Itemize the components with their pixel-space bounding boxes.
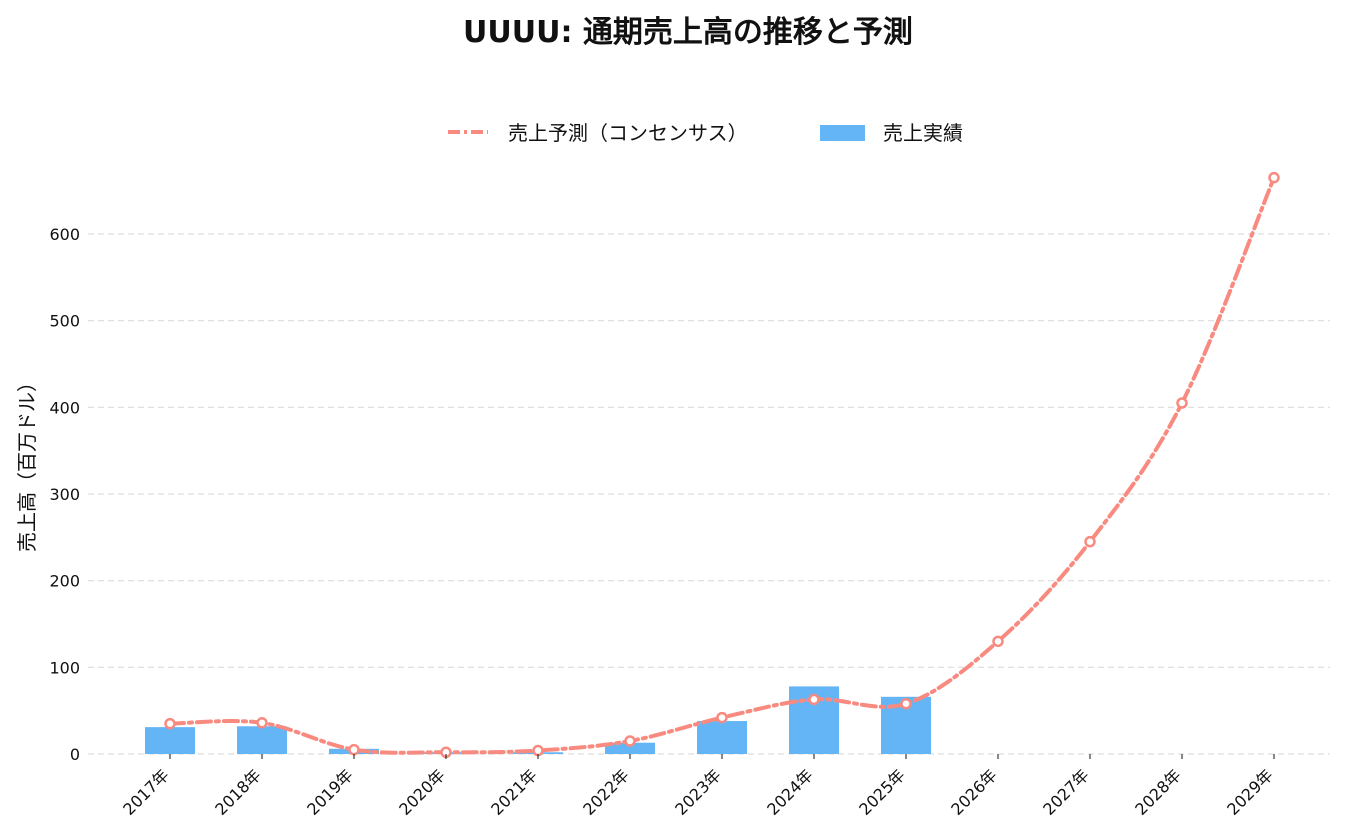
x-tick-label: 2024年 [763,765,817,819]
bars [145,686,931,754]
legend-forecast-label: 売上予測（コンセンサス） [508,121,748,145]
bar-actual [697,721,747,754]
forecast-point [808,693,820,706]
chart-title: UUUU: 通期売上高の推移と予測 [463,15,913,50]
forecast-point [1084,535,1096,548]
forecast-point [716,711,728,724]
forecast-point [348,743,360,756]
x-tick-label: 2027年 [1039,765,1093,819]
x-tick-label: 2019年 [303,765,357,819]
forecast-point [256,717,268,729]
forecast-point [1176,397,1188,409]
y-tick-label: 500 [49,312,80,331]
x-tick-label: 2022年 [579,765,633,819]
bar-actual [145,727,195,754]
x-tick-label: 2017年 [119,765,173,819]
y-tick-label: 400 [49,398,80,417]
bar-actual [237,726,287,754]
x-tick-label: 2028年 [1131,765,1185,819]
forecast-point [992,635,1004,648]
legend-actual-label: 売上実績 [883,121,963,145]
forecast-line [168,175,1276,755]
y-tick-label: 300 [49,485,80,504]
y-tick-label: 200 [49,572,80,591]
x-tick-label: 2018年 [211,765,265,819]
x-tick-label: 2023年 [671,765,725,819]
x-tick-label: 2020年 [395,765,449,819]
forecast-point [164,717,176,730]
y-axis-label: 売上高（百万ドル） [15,372,39,552]
x-tick-label: 2029年 [1223,765,1277,819]
grid [88,233,1330,755]
x-tick-label: 2021年 [487,765,541,819]
forecast-point [532,744,544,757]
x-tick-label: 2025年 [855,765,909,819]
x-ticks: 2017年 2018年 2019年 2020年 2021年 2022年 2023年 2024年… [119,754,1277,819]
x-tick-label: 2026年 [947,765,1001,819]
y-tick-label: 0 [70,745,80,764]
legend: 売上予測（コンセンサス） 売上実績 [448,121,963,145]
y-ticks: 0 100 200 300 400 500 600 [49,225,80,764]
y-tick-label: 600 [49,225,80,244]
forecast-point [900,697,912,710]
bar-actual [605,742,655,754]
forecast-point [1268,171,1280,184]
legend-actual-swatch [820,125,865,141]
forecast-point [624,735,636,747]
y-tick-label: 100 [49,658,80,677]
forecast-line-group [164,171,1280,759]
